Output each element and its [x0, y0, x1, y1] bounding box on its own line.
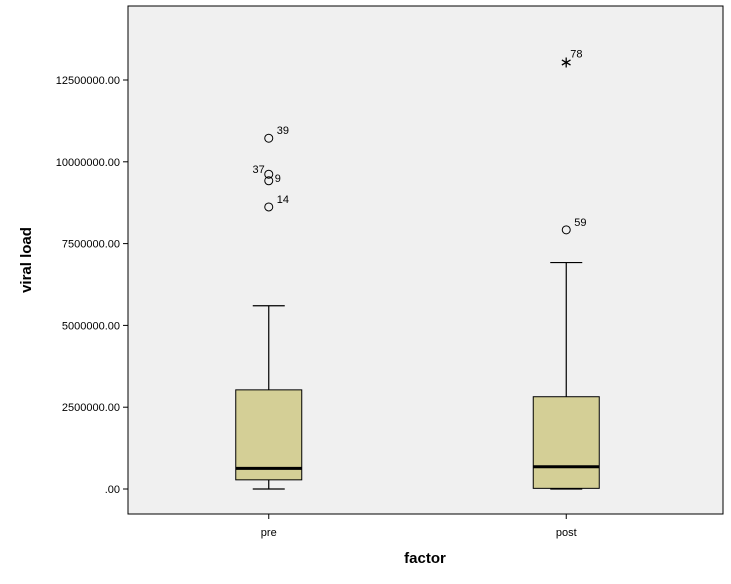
outlier-label: 9 — [275, 173, 281, 185]
y-tick-label: 5000000.00 — [62, 320, 120, 332]
y-tick-label: .00 — [105, 484, 120, 496]
outlier-label: 59 — [574, 217, 586, 229]
outlier-marker — [264, 133, 274, 143]
outlier-marker — [561, 225, 571, 235]
y-axis: .00 2500000.00 5000000.00 7500000.00 1000000… — [56, 75, 128, 496]
outlier-marker — [264, 176, 274, 186]
outlier-label: 37 — [253, 164, 265, 176]
outlier-marker — [264, 202, 274, 212]
box-group: 39 37 9 14 59 ∗78 — [235, 49, 600, 490]
y-tick-label: 10000000.00 — [56, 157, 120, 169]
x-axis-title: factor — [404, 550, 446, 567]
extreme-outlier-marker: ∗ — [560, 53, 573, 72]
y-tick-label: 12500000.00 — [56, 75, 120, 87]
box-pre: 39 37 9 14 — [235, 125, 303, 490]
outlier-label: 39 — [277, 125, 289, 137]
outlier-label: 78 — [570, 49, 582, 61]
x-tick-label-pre: pre — [261, 527, 277, 539]
outlier-marker — [264, 169, 274, 179]
x-axis: pre post — [261, 514, 577, 539]
x-tick-label-post: post — [556, 527, 577, 539]
iqr-box — [532, 396, 600, 489]
plot-area — [127, 5, 724, 515]
outlier-label: 14 — [277, 194, 289, 206]
y-axis-title: viral load — [18, 227, 35, 293]
y-tick-label: 2500000.00 — [62, 402, 120, 414]
iqr-box — [235, 389, 303, 481]
y-tick-label: 7500000.00 — [62, 239, 120, 251]
box-post: 59 ∗78 — [532, 49, 600, 490]
